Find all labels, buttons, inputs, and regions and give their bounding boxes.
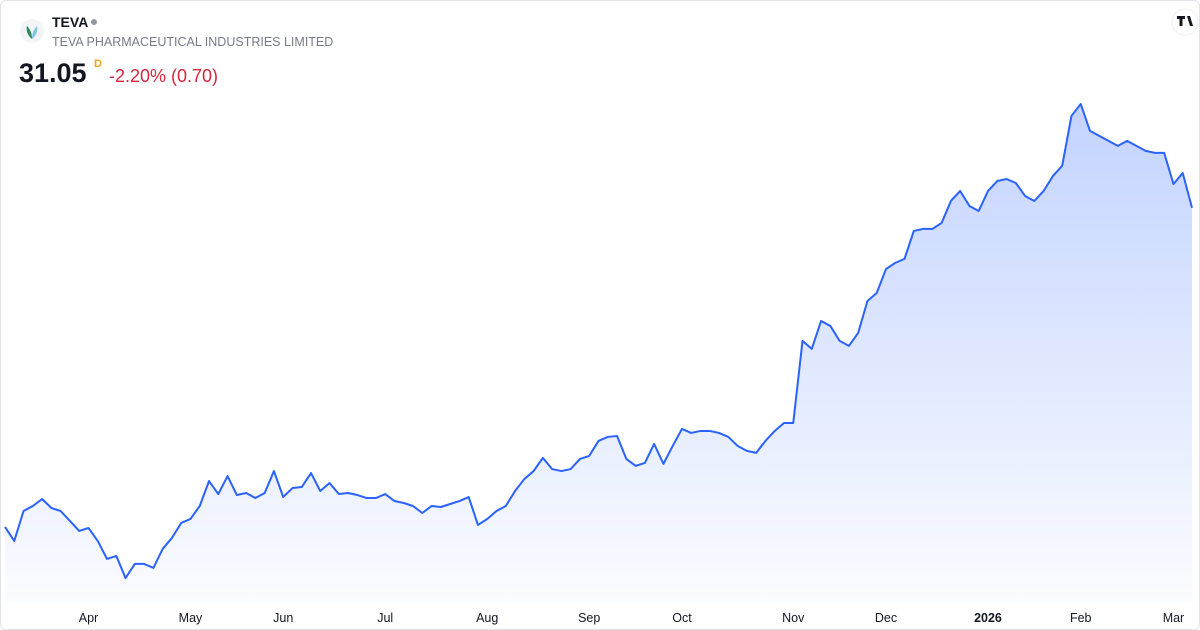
x-tick-label: May	[179, 611, 203, 625]
price-change: -2.20% (0.70)	[109, 66, 218, 86]
company-name: TEVA PHARMACEUTICAL INDUSTRIES LIMITED	[52, 35, 333, 49]
x-tick-label: Nov	[782, 611, 805, 625]
last-price: 31.05	[19, 58, 87, 88]
x-tick-label: Oct	[672, 611, 692, 625]
x-tick-label: Feb	[1070, 611, 1092, 625]
x-tick-label: Jun	[273, 611, 293, 625]
x-tick-label: Apr	[79, 611, 98, 625]
tradingview-logo	[1171, 8, 1199, 36]
x-tick-label: Sep	[578, 611, 600, 625]
area-fill	[5, 103, 1192, 603]
x-tick-label: 2026	[974, 611, 1002, 625]
x-tick-label: Jul	[377, 611, 393, 625]
x-tick-label: Aug	[476, 611, 498, 625]
x-tick-label: Mar	[1163, 611, 1185, 625]
status-dot	[91, 19, 97, 25]
x-tick-label: Dec	[875, 611, 897, 625]
logo	[20, 19, 44, 43]
interval: D	[94, 58, 102, 70]
price-line	[4, 102, 1193, 580]
symbol: TEVA	[52, 14, 88, 30]
